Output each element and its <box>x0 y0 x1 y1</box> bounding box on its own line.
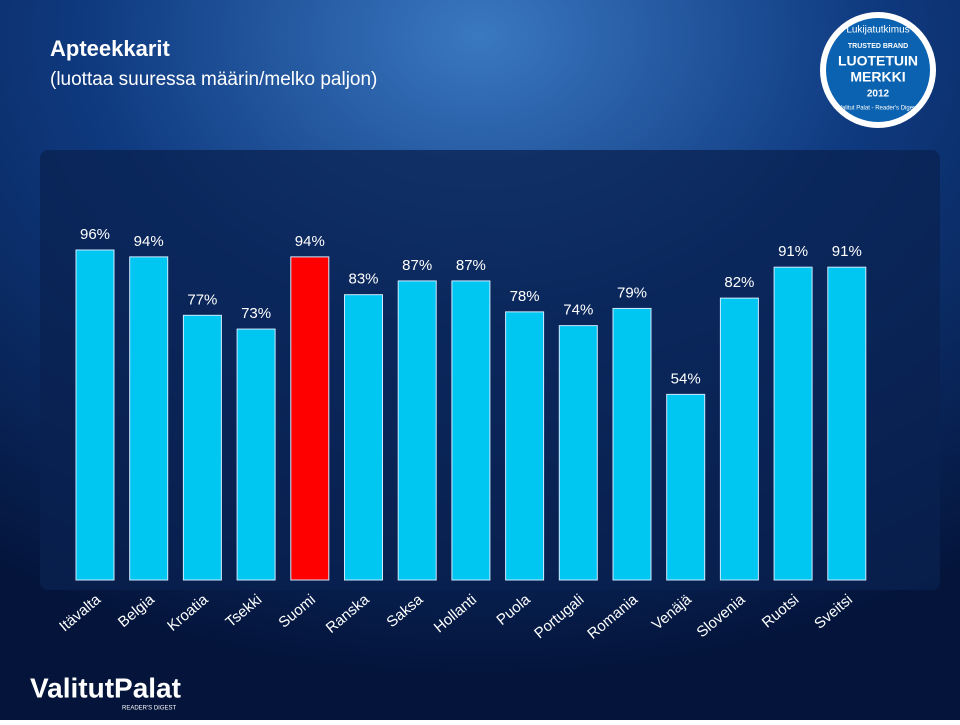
badge-brand: TRUSTED BRAND <box>848 43 908 50</box>
logo: ValitutPalat READER'S DIGEST <box>30 672 181 711</box>
value-label: 94% <box>295 233 325 250</box>
bar <box>182 314 222 581</box>
value-label: 79% <box>617 284 647 301</box>
badge-line2: MERKKI <box>850 69 905 85</box>
badge-ring-text: Valitut Palat - Reader's Digest <box>838 106 918 112</box>
value-label: 82% <box>724 274 754 291</box>
badge-disc <box>826 18 930 122</box>
value-label: 74% <box>563 302 593 319</box>
value-label: 91% <box>778 243 808 260</box>
bar <box>773 266 813 581</box>
logo-name: ValitutPalat <box>30 672 181 703</box>
bar <box>719 297 759 581</box>
chart-subtitle: (luottaa suuressa määrin/melko paljon) <box>50 69 377 90</box>
value-label: 94% <box>134 233 164 250</box>
bar <box>129 256 169 581</box>
badge-line1: LUOTETUIN <box>838 53 918 69</box>
bar <box>290 256 330 581</box>
badge: Lukijatutkimus TRUSTED BRAND LUOTETUIN M… <box>820 12 936 128</box>
value-label: 73% <box>241 305 271 322</box>
bar <box>666 393 706 581</box>
badge-year: 2012 <box>867 89 890 100</box>
bar <box>344 294 383 581</box>
value-label: 96% <box>80 226 110 243</box>
value-label: 78% <box>510 288 540 305</box>
value-label: 91% <box>832 243 862 260</box>
bar <box>397 280 437 581</box>
value-label: 77% <box>187 291 217 308</box>
badge-top: Lukijatutkimus <box>846 25 909 36</box>
bar <box>505 311 545 581</box>
bar <box>558 325 598 581</box>
bar <box>236 328 276 581</box>
value-label: 87% <box>402 257 432 274</box>
bar <box>827 266 867 581</box>
bar <box>612 307 652 581</box>
logo-sub: READER'S DIGEST <box>122 706 176 712</box>
value-label: 83% <box>348 271 378 288</box>
value-label: 54% <box>671 370 701 387</box>
chart-title: Apteekkarit <box>50 36 171 61</box>
value-label: 87% <box>456 257 486 274</box>
bar <box>75 249 115 581</box>
bar <box>451 280 491 581</box>
